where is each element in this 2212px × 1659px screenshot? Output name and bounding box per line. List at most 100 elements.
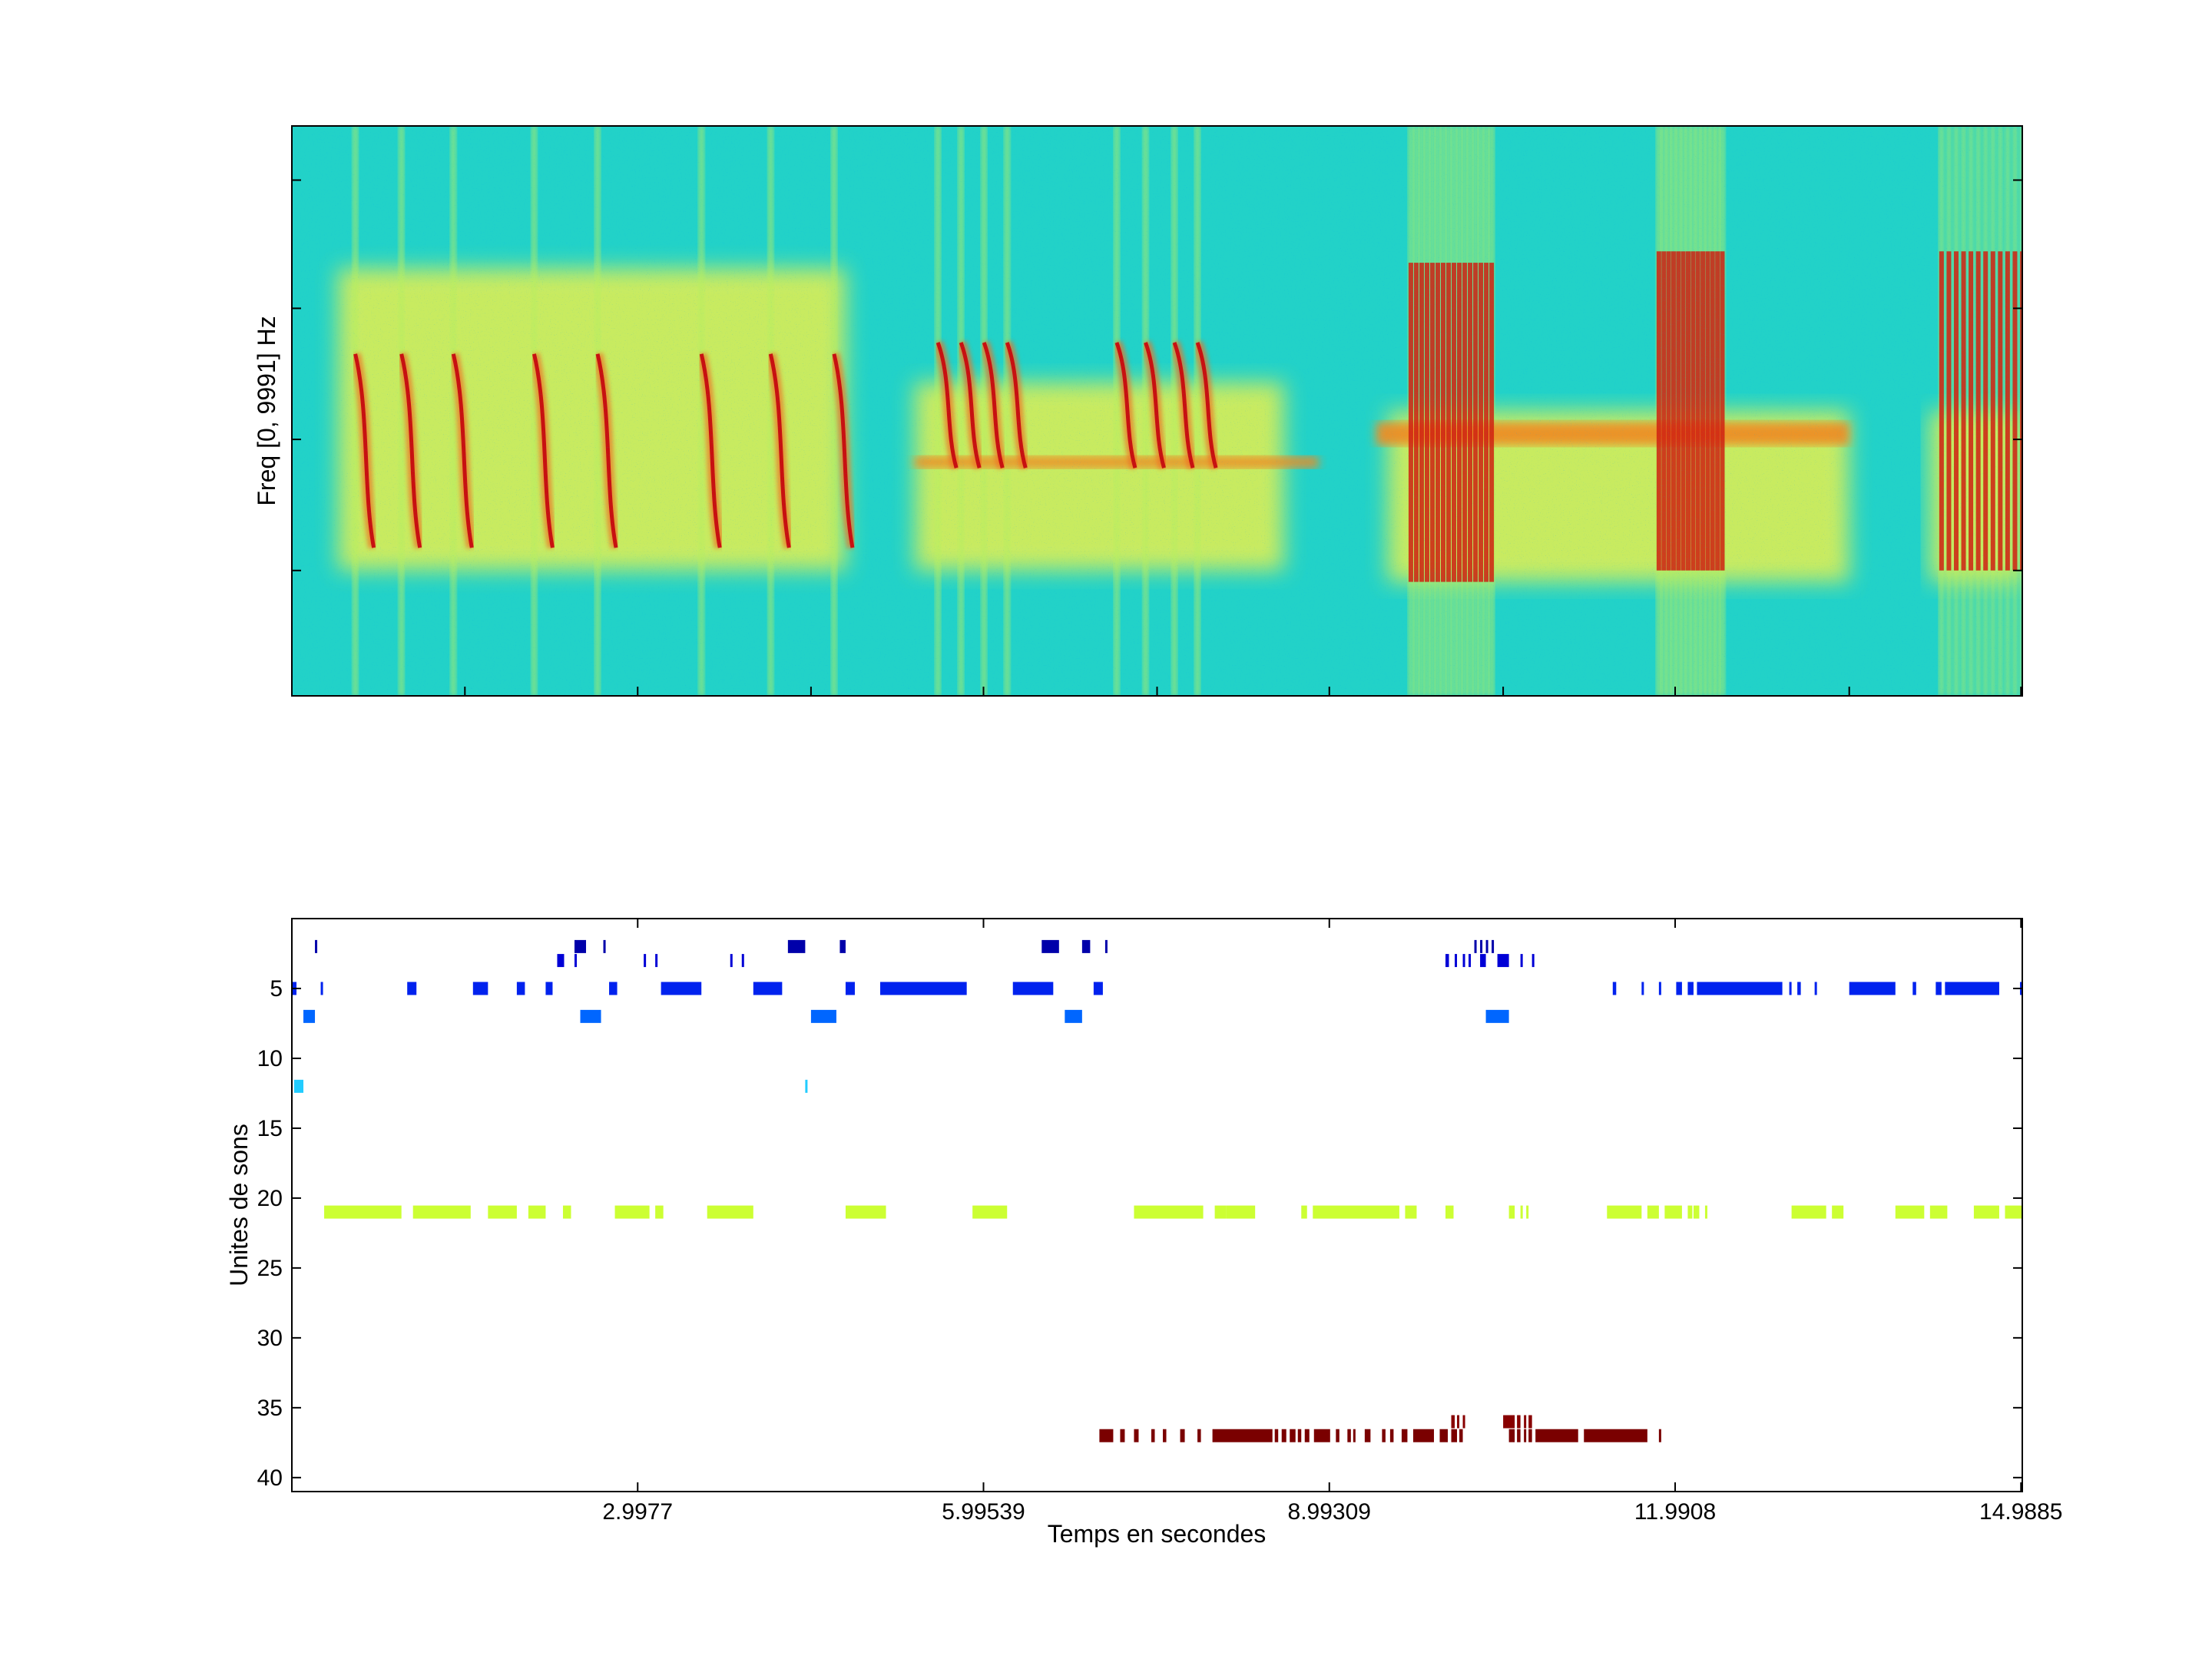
sound-unit-segment bbox=[1658, 1429, 1661, 1442]
spectrogram-ticks bbox=[292, 179, 2022, 696]
sound-unit-segment bbox=[1520, 1205, 1523, 1219]
sound-unit-segment bbox=[972, 1205, 1008, 1219]
sound-unit-segment bbox=[1012, 982, 1054, 995]
sound-units-x-tick-label: 2.9977 bbox=[602, 1499, 673, 1525]
sound-unit-segment bbox=[1895, 1205, 1925, 1219]
sound-unit-segment bbox=[1281, 1429, 1286, 1442]
sound-unit-segment bbox=[1676, 982, 1682, 995]
sound-unit-segment bbox=[1517, 1429, 1521, 1442]
sound-unit-segment bbox=[1304, 1429, 1310, 1442]
sound-unit-segment bbox=[845, 1205, 886, 1219]
sound-unit-segment bbox=[1508, 1429, 1515, 1442]
sound-unit-segment bbox=[603, 939, 606, 953]
sound-unit-segment bbox=[707, 1205, 753, 1219]
sound-unit-segment bbox=[1347, 1429, 1351, 1442]
sound-unit-segment bbox=[1480, 954, 1486, 968]
sound-unit-segment bbox=[1697, 982, 1783, 995]
sound-unit-segment bbox=[1658, 982, 1661, 995]
sound-unit-segment bbox=[1687, 982, 1694, 995]
sound-unit-segment bbox=[1480, 939, 1483, 953]
sound-units-y-tick-label: 10 bbox=[257, 1046, 283, 1071]
sound-unit-segment bbox=[574, 939, 587, 953]
sound-unit-segment bbox=[753, 982, 783, 995]
sound-unit-segment bbox=[730, 954, 733, 968]
sound-unit-segment bbox=[661, 982, 702, 995]
sound-unit-segment bbox=[1524, 1415, 1527, 1429]
sound-unit-segment bbox=[574, 954, 577, 968]
sound-unit-segment bbox=[315, 939, 318, 953]
sound-unit-segment bbox=[741, 954, 744, 968]
sound-unit-segment bbox=[407, 982, 417, 995]
sound-unit-segment bbox=[1093, 982, 1103, 995]
sound-unit-segment bbox=[1459, 1429, 1463, 1442]
sound-unit-segment bbox=[614, 1205, 650, 1219]
sound-unit-segment bbox=[294, 1079, 304, 1093]
sound-unit-segment bbox=[609, 982, 618, 995]
sound-unit-segment bbox=[2005, 1205, 2022, 1219]
sound-unit-segment bbox=[810, 1009, 836, 1023]
sound-unit-segment bbox=[1274, 1429, 1279, 1442]
sound-units-x-tick-label: 14.9885 bbox=[1979, 1499, 2062, 1525]
sound-unit-segment bbox=[839, 939, 846, 953]
sound-unit-segment bbox=[1528, 1429, 1532, 1442]
sound-unit-segment bbox=[1134, 1205, 1204, 1219]
sound-unit-segment bbox=[1584, 1429, 1647, 1442]
sound-unit-segment bbox=[1445, 954, 1449, 968]
sound-unit-segment bbox=[1226, 1205, 1256, 1219]
sound-unit-segment bbox=[1485, 939, 1488, 953]
sound-unit-segment bbox=[472, 982, 488, 995]
sound-unit-segment bbox=[545, 982, 553, 995]
sound-unit-segment bbox=[1120, 1429, 1125, 1442]
sound-unit-segment bbox=[1290, 1429, 1296, 1442]
sound-unit-segment bbox=[1313, 1429, 1330, 1442]
sound-unit-segment bbox=[845, 982, 855, 995]
sound-unit-segment bbox=[1849, 982, 1896, 995]
sound-unit-segment bbox=[1405, 1205, 1417, 1219]
sound-unit-segment bbox=[1297, 1429, 1302, 1442]
sound-units-y-tick-label: 40 bbox=[257, 1465, 283, 1491]
sound-units-x-axis-label: Temps en secondes bbox=[1048, 1520, 1267, 1548]
sound-unit-segment bbox=[1814, 982, 1817, 995]
sound-unit-segment bbox=[1163, 1429, 1167, 1442]
sound-units-x-tick-label: 8.99309 bbox=[1288, 1499, 1371, 1525]
sound-unit-segment bbox=[1451, 1429, 1458, 1442]
sound-units-ticks: 2.9977 5.99539 8.99309 11.9908 14.9885 5 10 15 2… bbox=[257, 919, 2062, 1525]
sound-unit-segment bbox=[1389, 1429, 1394, 1442]
sound-units-x-tick-label: 11.9908 bbox=[1634, 1499, 1716, 1525]
sound-unit-segment bbox=[1945, 982, 1999, 995]
sound-unit-segment bbox=[528, 1205, 546, 1219]
sound-unit-segment bbox=[412, 1205, 471, 1219]
sound-unit-segment bbox=[655, 1205, 664, 1219]
sound-unit-segment bbox=[1929, 1205, 1948, 1219]
sound-units-y-tick-label: 35 bbox=[257, 1396, 283, 1421]
sound-unit-segment bbox=[1455, 954, 1458, 968]
sound-unit-segment bbox=[805, 1079, 808, 1093]
sound-unit-segment bbox=[1693, 1205, 1700, 1219]
sound-unit-segment bbox=[1508, 1205, 1515, 1219]
sound-units-x-tick-label: 5.99539 bbox=[942, 1499, 1025, 1525]
sound-units-background bbox=[292, 919, 2022, 1492]
sound-unit-segment bbox=[1791, 1205, 1826, 1219]
sound-unit-segment bbox=[1607, 1205, 1642, 1219]
spectrogram-noise-texture bbox=[292, 126, 2022, 696]
sound-unit-segment bbox=[1936, 982, 1942, 995]
sound-unit-segment bbox=[655, 954, 658, 968]
sound-unit-segment bbox=[1065, 1009, 1082, 1023]
sound-unit-segment bbox=[303, 1009, 316, 1023]
sound-unit-segment bbox=[1462, 954, 1465, 968]
sound-unit-segment bbox=[1451, 1415, 1455, 1429]
sound-unit-segment bbox=[1664, 1205, 1682, 1219]
sound-unit-segment bbox=[488, 1205, 517, 1219]
sound-unit-segment bbox=[1492, 939, 1495, 953]
sound-unit-segment bbox=[1134, 1429, 1139, 1442]
sound-unit-segment bbox=[1517, 1415, 1521, 1429]
sound-unit-segment bbox=[1104, 939, 1108, 953]
sound-unit-segment bbox=[1151, 1429, 1155, 1442]
sound-unit-segment bbox=[1526, 1205, 1529, 1219]
sound-unit-segment bbox=[880, 982, 967, 995]
sound-unit-segment bbox=[1912, 982, 1916, 995]
sound-unit-segment bbox=[1439, 1429, 1449, 1442]
sound-unit-segment bbox=[1445, 1205, 1454, 1219]
sound-unit-segment bbox=[644, 954, 647, 968]
sound-units-frame bbox=[291, 918, 2023, 1492]
